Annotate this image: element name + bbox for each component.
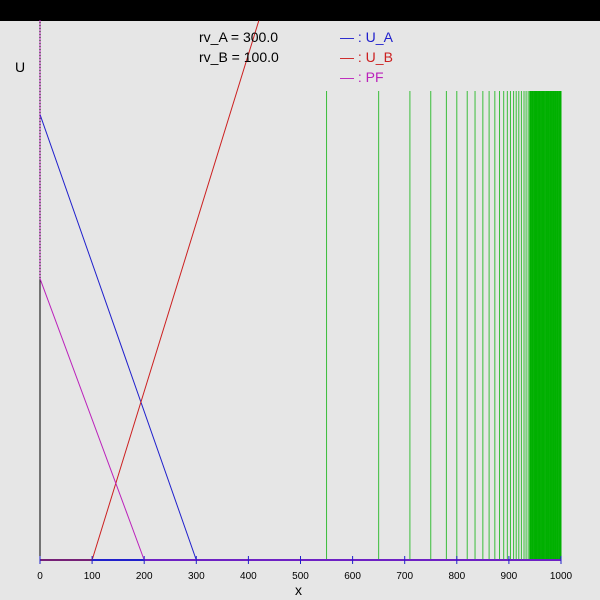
series-u-b (40, 20, 260, 561)
x-tick-label: 800 (448, 571, 465, 582)
x-ticks: 0 100 200 300 400 500 600 700 800 900 1000 (37, 556, 573, 582)
x-tick-label: 200 (136, 571, 153, 582)
x-tick-label: 1000 (550, 571, 573, 582)
param-rv-a: rv_A = 300.0 (199, 29, 279, 45)
x-tick-label: 900 (501, 571, 518, 582)
x-tick-label: 0 (37, 571, 43, 582)
legend-u-b: — : U_B (340, 49, 393, 65)
legend-u-a: — : U_A (340, 29, 393, 45)
param-rv-b: rv_B = 100.0 (199, 49, 279, 65)
x-tick-label: 700 (396, 571, 413, 582)
x-tick-label: 500 (292, 571, 309, 582)
x-tick-label: 100 (84, 571, 101, 582)
legend-pf: — : PF (340, 69, 384, 85)
title-bar (0, 0, 600, 21)
y-axis-label: U (15, 59, 26, 75)
x-axis-label: x (295, 582, 302, 598)
marker-lines (326, 91, 562, 560)
x-tick-label: 600 (344, 571, 361, 582)
x-tick-label: 400 (240, 571, 257, 582)
x-tick-label: 300 (188, 571, 205, 582)
